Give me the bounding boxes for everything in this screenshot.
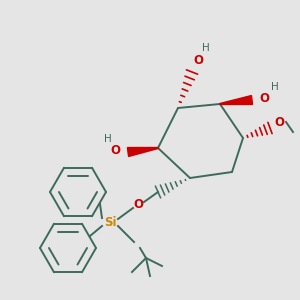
Text: H: H: [202, 43, 210, 53]
Text: H: H: [271, 82, 279, 92]
Text: O: O: [133, 199, 143, 212]
Text: O: O: [193, 53, 203, 67]
Text: Si: Si: [104, 215, 116, 229]
Text: O: O: [110, 143, 120, 157]
Text: H: H: [104, 134, 112, 144]
Text: O: O: [274, 116, 284, 128]
Text: O: O: [259, 92, 269, 104]
Polygon shape: [128, 148, 158, 157]
Polygon shape: [220, 95, 253, 104]
